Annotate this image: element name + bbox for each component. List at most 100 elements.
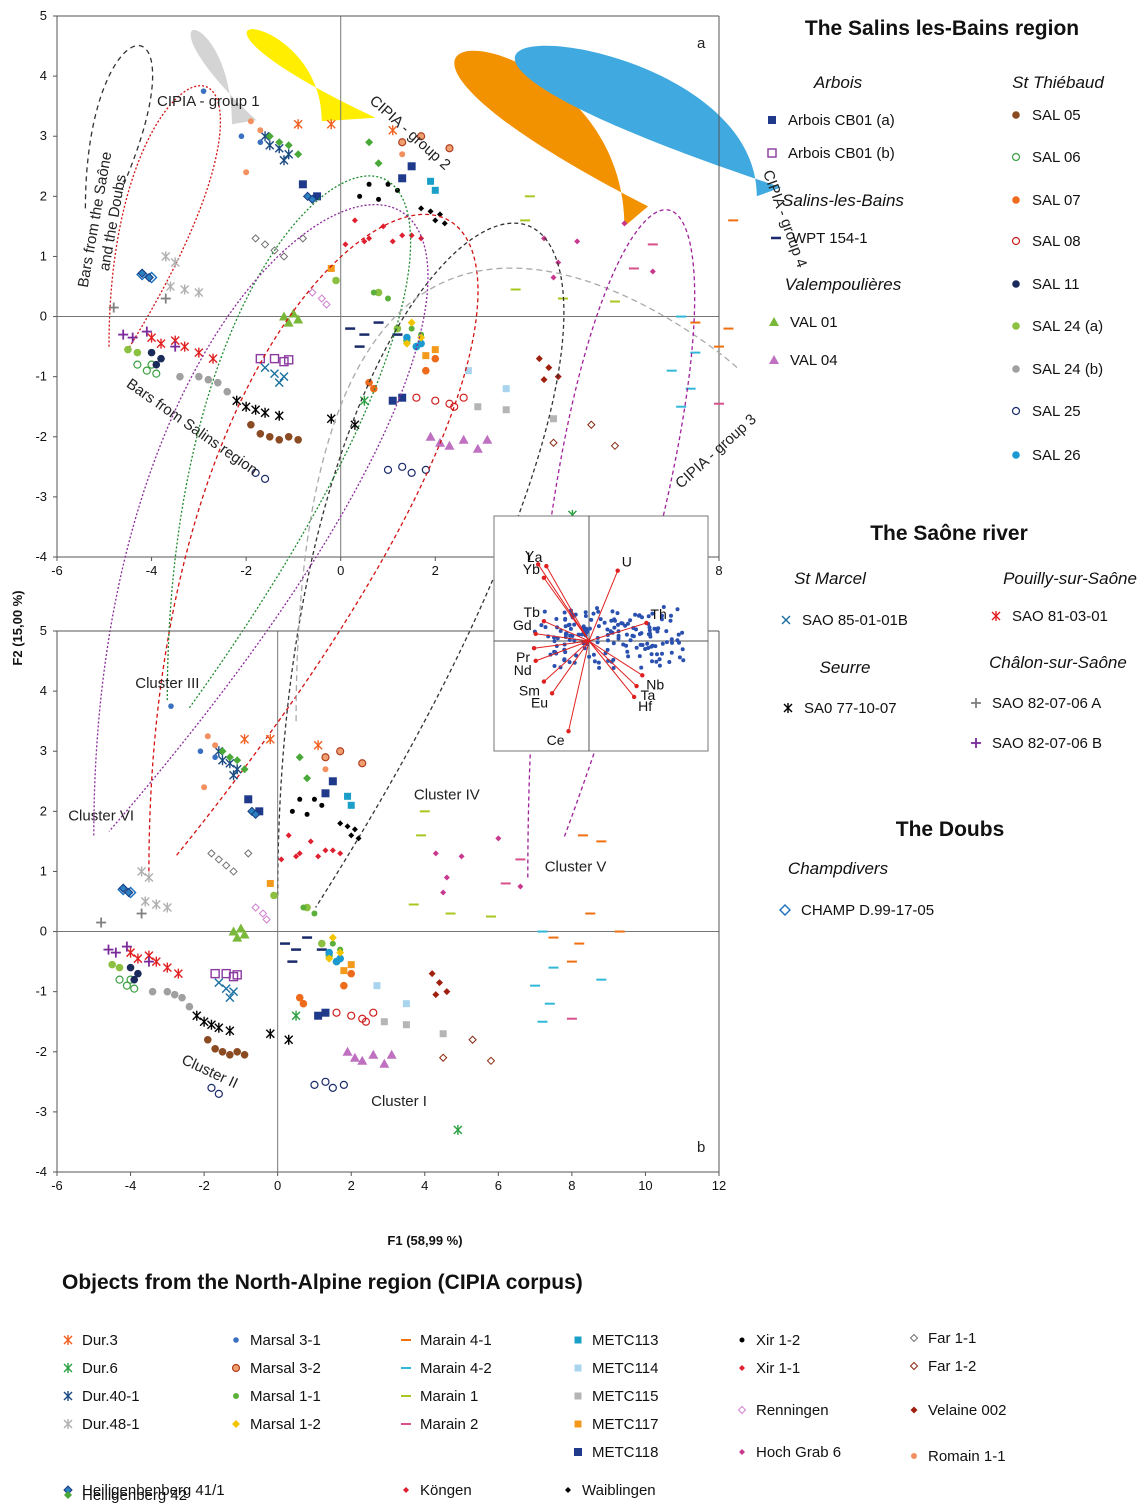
sao-85-01-01b-point — [221, 984, 231, 994]
metc117-point — [266, 879, 274, 887]
legend-sub-seurre: Seurre — [819, 658, 870, 677]
sal-07-point — [365, 378, 373, 387]
panel-b-points — [96, 703, 625, 1135]
legend-sub-arbois: Arbois — [813, 73, 863, 92]
loading-label-u: U — [622, 554, 632, 570]
legend-label-sao-81-03-01: SAO 81-03-01 — [1012, 608, 1108, 625]
sao-82-07-06-a-point — [136, 908, 147, 919]
xir-1-1-point — [296, 850, 303, 857]
x-axis-label: F1 (58,99 %) — [387, 1233, 462, 1248]
xir-1-1-point — [337, 850, 344, 857]
inset-observation-dot — [543, 625, 548, 630]
inset-observation-dot — [612, 625, 617, 630]
inset-observation-dot — [567, 660, 572, 665]
dur-48-1-point — [165, 281, 175, 292]
legend-label-sao-85-01-01b: SAO 85-01-01B — [802, 612, 908, 629]
x-tick-label: 0 — [274, 1178, 281, 1193]
legend-label-arbois-cb01-b: Arbois CB01 (b) — [788, 145, 895, 162]
hoch-grab-6-point — [495, 835, 502, 842]
legend-label-romain-1-1: Romain 1-1 — [928, 1448, 1006, 1465]
inset-observation-dot — [558, 629, 563, 633]
region-label-cluster-i: Cluster I — [371, 1093, 427, 1110]
region-label-cluster-vi: Cluster VI — [68, 807, 134, 824]
metc113-point — [347, 801, 355, 809]
sao-82-07-06-b-point — [127, 332, 138, 343]
legend-label-dur-3: Dur.3 — [82, 1332, 118, 1349]
legend-label-marsal-1-2: Marsal 1-2 — [250, 1416, 321, 1433]
metc115-point — [474, 403, 482, 411]
legend-sub-valempoulieres: Valempoulières — [785, 275, 902, 294]
heiligenberg-42-point — [265, 132, 274, 141]
renningen-point — [322, 300, 331, 309]
metc115-point — [439, 1030, 447, 1038]
inset-observation-dot — [608, 629, 613, 634]
sao-85-01-01b-point — [214, 978, 224, 988]
sal-24-a-point — [270, 891, 278, 900]
loading-vector-th — [588, 622, 647, 642]
sal-08-point — [332, 1008, 341, 1017]
loading-label-hf: Hf — [638, 698, 652, 714]
loading-tip-u — [615, 568, 620, 573]
x-tick-label: -6 — [51, 563, 63, 578]
legend-sao-82-07-06-b-point — [971, 738, 981, 748]
marsal-1-2-point — [417, 333, 426, 342]
legend-sal-07-point — [1012, 196, 1020, 204]
sa0-77-10-07-point — [199, 1016, 209, 1027]
sal-08-point — [431, 396, 440, 405]
y-tick-label: -4 — [35, 1164, 47, 1179]
sal-05-point — [211, 1044, 219, 1053]
y-tick-label: 4 — [40, 68, 47, 83]
x-tick-label: -2 — [240, 563, 252, 578]
far-1-2-point — [486, 1056, 496, 1066]
renningen-point — [317, 294, 327, 303]
metc118-point — [255, 807, 264, 816]
far-1-1-point — [214, 855, 224, 864]
sal-07-point — [299, 999, 308, 1008]
legend-hoch-grab-6-point — [739, 1449, 745, 1455]
y-tick-label: 4 — [40, 683, 47, 698]
renningen-point — [258, 909, 268, 918]
romain-1-1-point — [212, 742, 219, 749]
legend-metc115-point — [574, 1392, 582, 1400]
metc115-point — [550, 415, 557, 423]
k-ngen-point — [342, 241, 349, 248]
inset-observation-dot — [657, 657, 662, 662]
far-1-1-point — [270, 246, 279, 255]
legend-marsal-3-2-point — [231, 1363, 241, 1373]
sal-24-a-point — [115, 963, 124, 972]
metc113-point — [344, 792, 352, 800]
legend-label-renningen: Renningen — [756, 1402, 829, 1419]
loading-tip-ta — [634, 683, 639, 689]
inset-observation-dot — [563, 650, 568, 655]
hoch-grab-6-point — [517, 883, 524, 890]
sal-26-point — [417, 339, 425, 348]
hoch-grab-6-point — [555, 259, 562, 266]
sao-82-07-06-b-point — [143, 956, 154, 967]
sal-06-point — [122, 981, 131, 990]
region-label-cipia-group-1: CIPIA - group 1 — [157, 93, 260, 110]
marsal-3-2-point — [336, 747, 345, 756]
metc114-point — [502, 385, 510, 393]
xir-1-1-point — [322, 847, 329, 854]
inset-observation-dot — [652, 626, 657, 631]
waiblingen-point — [355, 835, 362, 842]
val-04-point — [379, 1058, 390, 1068]
sao-81-03-01-point — [156, 338, 166, 349]
metc114-point — [402, 1000, 410, 1008]
inset-observation-dot — [625, 649, 630, 654]
legend-label-marsal-3-1: Marsal 3-1 — [250, 1332, 321, 1349]
legend-label-marsal-1-1: Marsal 1-1 — [250, 1388, 321, 1405]
sal-08-point — [459, 393, 468, 402]
legend-label-arbois-cb01-a: Arbois CB01 (a) — [788, 112, 895, 129]
loading-vector-tb — [543, 620, 590, 642]
y-axis-label: F2 (15,00 %) — [10, 590, 25, 665]
romain-1-1-point — [204, 733, 211, 740]
inset-observation-dot — [677, 655, 682, 660]
velaine-002-point — [540, 376, 548, 384]
inset-observation-dot — [591, 611, 596, 616]
val-01-point — [293, 314, 304, 324]
marsal-3-2-point — [445, 144, 454, 153]
marsal-1-1-point — [300, 904, 307, 911]
inset-observation-dot — [574, 653, 579, 658]
